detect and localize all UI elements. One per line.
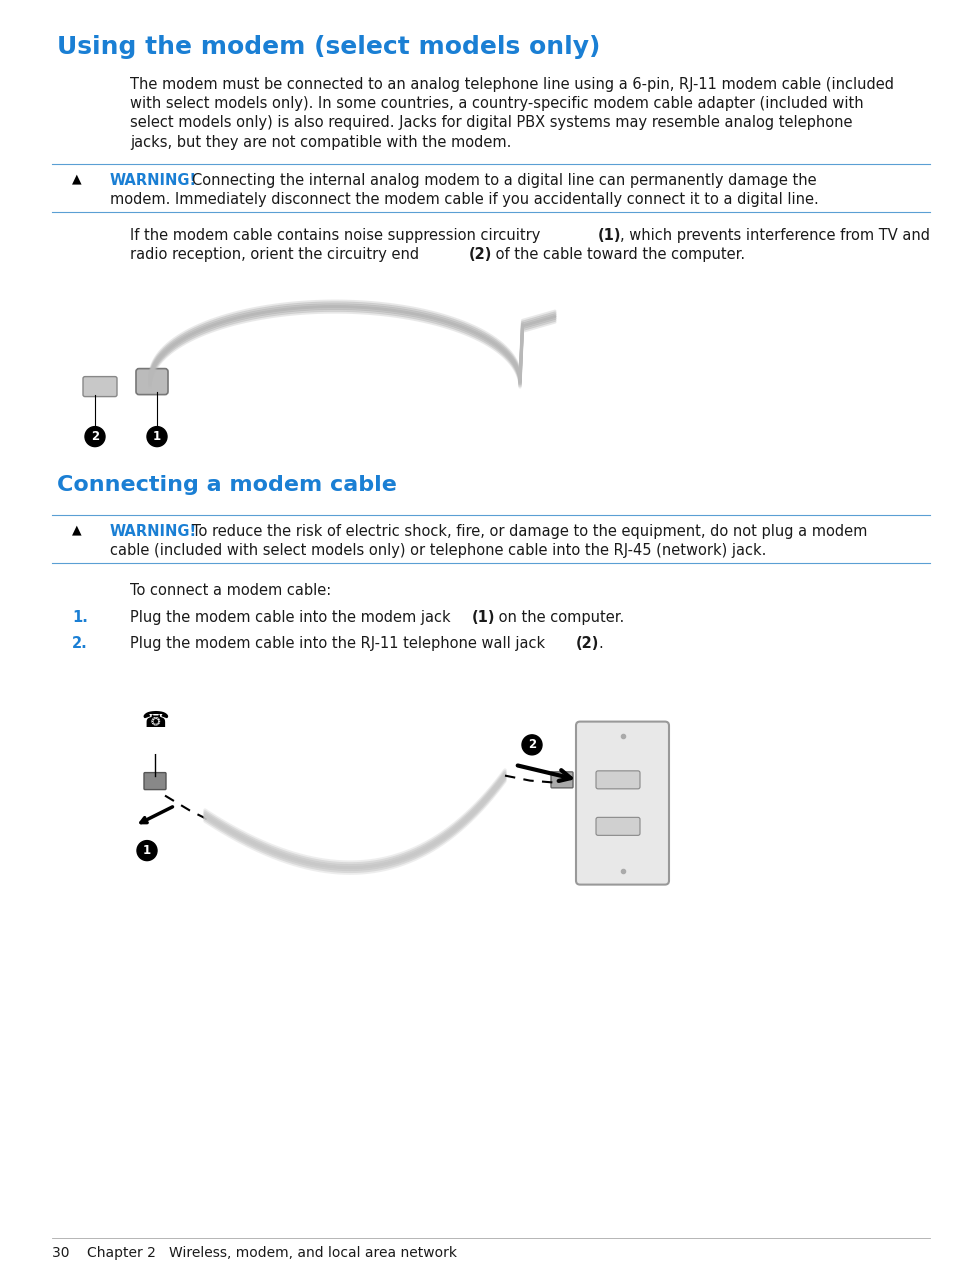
Text: Plug the modem cable into the modem jack: Plug the modem cable into the modem jack [130, 610, 455, 625]
FancyBboxPatch shape [83, 377, 117, 396]
Text: (1): (1) [598, 229, 620, 243]
Circle shape [85, 427, 105, 447]
Text: Plug the modem cable into the RJ-11 telephone wall jack: Plug the modem cable into the RJ-11 tele… [130, 636, 549, 652]
Text: Connecting the internal analog modem to a digital line can permanently damage th: Connecting the internal analog modem to … [192, 173, 816, 188]
Text: 1: 1 [143, 845, 151, 857]
Circle shape [147, 427, 167, 447]
Text: , which prevents interference from TV and: , which prevents interference from TV an… [619, 229, 929, 243]
Text: ☎: ☎ [141, 711, 169, 730]
Text: 2: 2 [527, 738, 536, 752]
Text: To connect a modem cable:: To connect a modem cable: [130, 583, 331, 598]
FancyBboxPatch shape [144, 772, 166, 790]
Text: ▲: ▲ [71, 523, 82, 537]
Circle shape [521, 735, 541, 754]
Text: 2.: 2. [71, 636, 88, 652]
FancyBboxPatch shape [596, 818, 639, 836]
Text: (1): (1) [471, 610, 495, 625]
FancyBboxPatch shape [551, 772, 573, 787]
Text: 30    Chapter 2   Wireless, modem, and local area network: 30 Chapter 2 Wireless, modem, and local … [52, 1246, 456, 1260]
Text: of the cable toward the computer.: of the cable toward the computer. [491, 248, 744, 263]
Text: WARNING!: WARNING! [110, 523, 197, 538]
Text: Connecting a modem cable: Connecting a modem cable [57, 475, 396, 494]
Text: radio reception, orient the circuitry end: radio reception, orient the circuitry en… [130, 248, 423, 263]
FancyBboxPatch shape [576, 721, 668, 885]
FancyBboxPatch shape [596, 771, 639, 789]
Text: (2): (2) [468, 248, 492, 263]
Text: on the computer.: on the computer. [494, 610, 623, 625]
Text: .: . [598, 636, 602, 652]
Text: cable (included with select models only) or telephone cable into the RJ-45 (netw: cable (included with select models only)… [110, 542, 765, 558]
Text: ▲: ▲ [71, 173, 82, 185]
FancyBboxPatch shape [136, 368, 168, 395]
Text: 1: 1 [152, 431, 161, 443]
Text: 1.: 1. [71, 610, 88, 625]
Text: with select models only). In some countries, a country-specific modem cable adap: with select models only). In some countr… [130, 97, 862, 112]
Text: modem. Immediately disconnect the modem cable if you accidentally connect it to : modem. Immediately disconnect the modem … [110, 192, 818, 207]
Circle shape [137, 841, 157, 861]
Text: jacks, but they are not compatible with the modem.: jacks, but they are not compatible with … [130, 135, 511, 150]
Text: Using the modem (select models only): Using the modem (select models only) [57, 36, 599, 58]
Text: The modem must be connected to an analog telephone line using a 6-pin, RJ-11 mod: The modem must be connected to an analog… [130, 77, 893, 91]
Text: select models only) is also required. Jacks for digital PBX systems may resemble: select models only) is also required. Ja… [130, 116, 852, 131]
Text: To reduce the risk of electric shock, fire, or damage to the equipment, do not p: To reduce the risk of electric shock, fi… [192, 523, 866, 538]
Text: 2: 2 [91, 431, 99, 443]
Text: If the modem cable contains noise suppression circuitry: If the modem cable contains noise suppre… [130, 229, 544, 243]
Circle shape [125, 692, 185, 753]
Text: WARNING!: WARNING! [110, 173, 197, 188]
Text: (2): (2) [576, 636, 598, 652]
